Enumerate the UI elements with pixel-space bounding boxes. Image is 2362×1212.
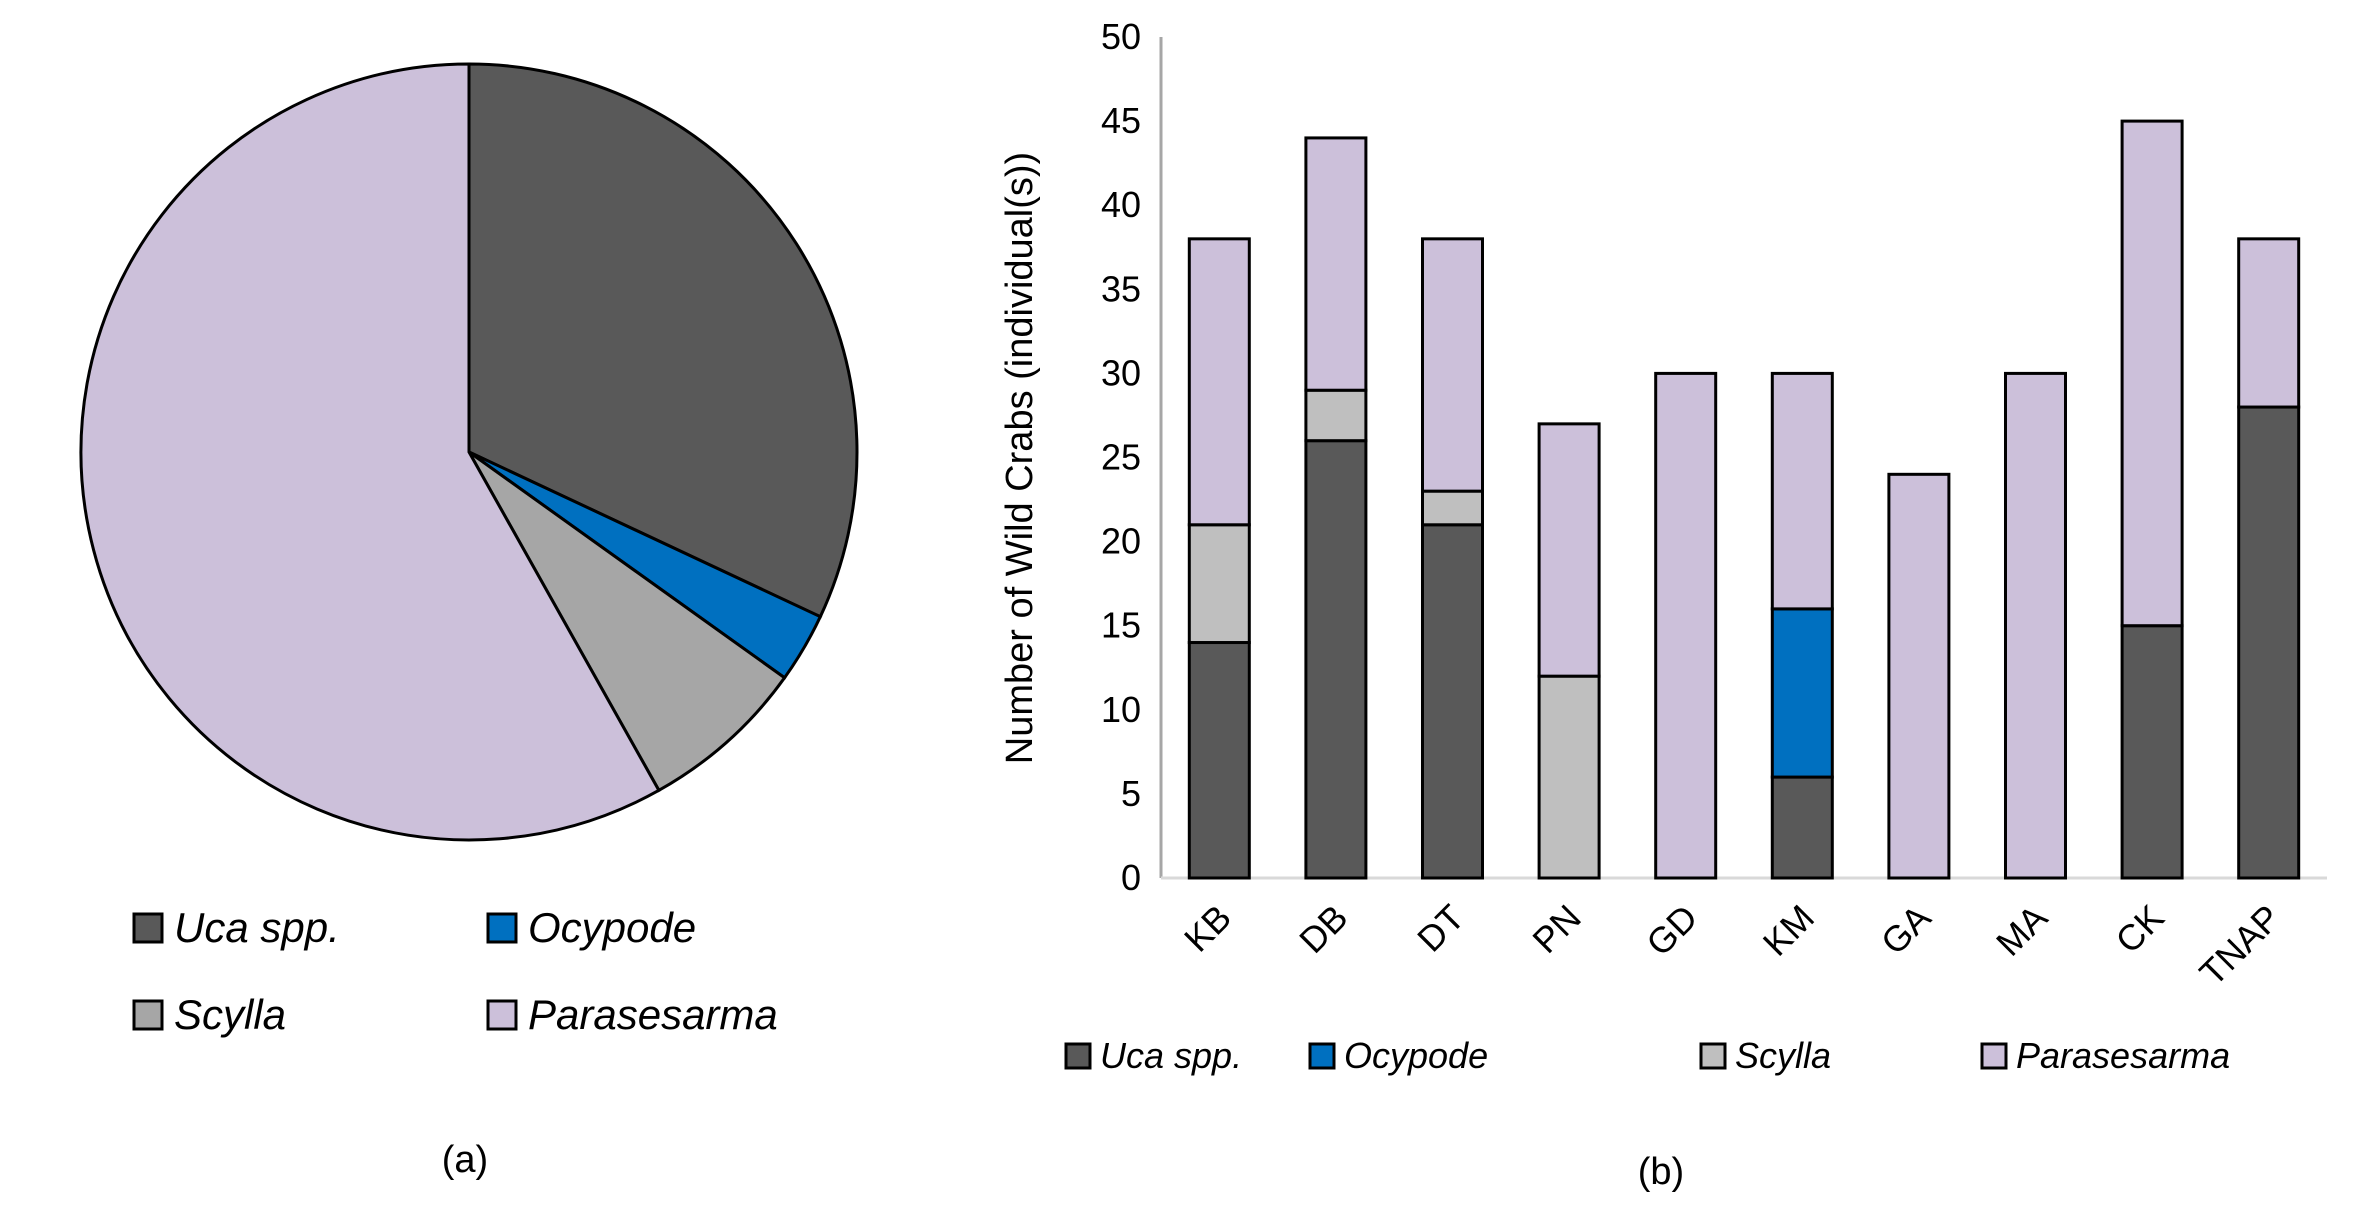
panel-label-b: (b) xyxy=(1638,1151,1684,1193)
pie-slice-uca-spp xyxy=(467,62,859,619)
legend-label-scylla: Scylla xyxy=(174,991,286,1038)
x-tick-label: MA xyxy=(1988,897,2055,964)
bar-segment-parasesarma xyxy=(1654,371,1718,880)
bar-segment-scylla xyxy=(1304,388,1368,443)
legend-label-ocypode: Ocypode xyxy=(528,904,696,951)
bar-segment-uca-spp xyxy=(1421,523,1484,880)
legend-swatch-ocypode xyxy=(486,912,518,944)
x-tick-label: GA xyxy=(1873,897,1939,963)
panel-label-a: (a) xyxy=(442,1139,488,1181)
y-tick-label: 5 xyxy=(1121,773,1141,814)
y-tick-label: 40 xyxy=(1101,184,1141,225)
x-tick-label: GD xyxy=(1638,897,1705,964)
y-tick-label: 0 xyxy=(1121,857,1141,898)
bar-segment-ocypode xyxy=(1770,607,1834,779)
x-tick-label: DB xyxy=(1291,897,1355,961)
legend-swatch-uca-spp xyxy=(1064,1042,1092,1070)
legend-label-parasesarma: Parasesarma xyxy=(2016,1035,2230,1076)
bar-segment-scylla xyxy=(1537,674,1601,880)
bar-segment-scylla xyxy=(1421,489,1484,527)
bar-segment-parasesarma xyxy=(1537,422,1601,678)
bar-segment-parasesarma xyxy=(1187,237,1251,527)
pie-chart xyxy=(79,62,859,842)
x-tick-label: KB xyxy=(1176,897,1239,960)
bar-segment-parasesarma xyxy=(1421,237,1484,493)
bar-segment-parasesarma xyxy=(2004,371,2067,880)
bar-segment-scylla xyxy=(1187,523,1251,645)
pie-slice-parasesarma xyxy=(79,62,661,842)
y-axis-label: Number of Wild Crabs (individual(s)) xyxy=(999,152,1041,764)
y-tick-label: 30 xyxy=(1101,352,1141,393)
bar-segment-parasesarma xyxy=(1304,136,1368,392)
legend-label-uca-spp: Uca spp. xyxy=(174,904,340,951)
bar-legend: Uca spp. Ocypode Scylla Parasesarma xyxy=(1064,1035,2230,1076)
bar-segment-parasesarma xyxy=(2120,119,2184,628)
bar-segment-uca-spp xyxy=(2120,624,2184,880)
y-tick-label: 15 xyxy=(1101,605,1141,646)
x-tick-label: CK xyxy=(2107,897,2171,961)
x-tick-label: DT xyxy=(1409,897,1472,960)
legend-swatch-scylla xyxy=(132,999,164,1031)
legend-label-scylla: Scylla xyxy=(1735,1035,1831,1076)
legend-swatch-scylla xyxy=(1699,1042,1727,1070)
pie-legend: Uca spp. Ocypode Scylla Parasesarma xyxy=(132,904,778,1038)
x-tick-label: PN xyxy=(1524,897,1588,961)
bar-segment-parasesarma xyxy=(1770,371,1834,611)
bar-segment-uca-spp xyxy=(2237,405,2301,880)
y-tick-label: 10 xyxy=(1101,689,1141,730)
pie-slice-scylla xyxy=(467,450,787,793)
legend-swatch-parasesarma xyxy=(1980,1042,2008,1070)
x-tick-label: TNAP xyxy=(2191,897,2288,994)
legend-swatch-ocypode xyxy=(1308,1042,1336,1070)
legend-swatch-uca-spp xyxy=(132,912,164,944)
bar-segment-uca-spp xyxy=(1187,641,1251,880)
bar-segment-parasesarma xyxy=(2237,237,2301,409)
bar-chart: 0 5 10 15 20 25 30 35 40 45 50 KB DB DT PN GD KM GA MA CK TN… xyxy=(1101,16,2327,994)
bar-segment-uca-spp xyxy=(1304,439,1368,880)
x-tick-label: KM xyxy=(1755,897,1822,964)
legend-label-parasesarma: Parasesarma xyxy=(528,991,778,1038)
y-tick-label: 25 xyxy=(1101,437,1141,478)
legend-swatch-parasesarma xyxy=(486,999,518,1031)
bar-segment-parasesarma xyxy=(1887,472,1951,880)
y-tick-label: 20 xyxy=(1101,521,1141,562)
y-tick-label: 45 xyxy=(1101,100,1141,141)
legend-label-uca-spp: Uca spp. xyxy=(1100,1035,1242,1076)
y-tick-label: 50 xyxy=(1101,16,1141,57)
y-tick-label: 35 xyxy=(1101,268,1141,309)
bar-segment-uca-spp xyxy=(1770,775,1834,880)
legend-label-ocypode: Ocypode xyxy=(1344,1035,1488,1076)
